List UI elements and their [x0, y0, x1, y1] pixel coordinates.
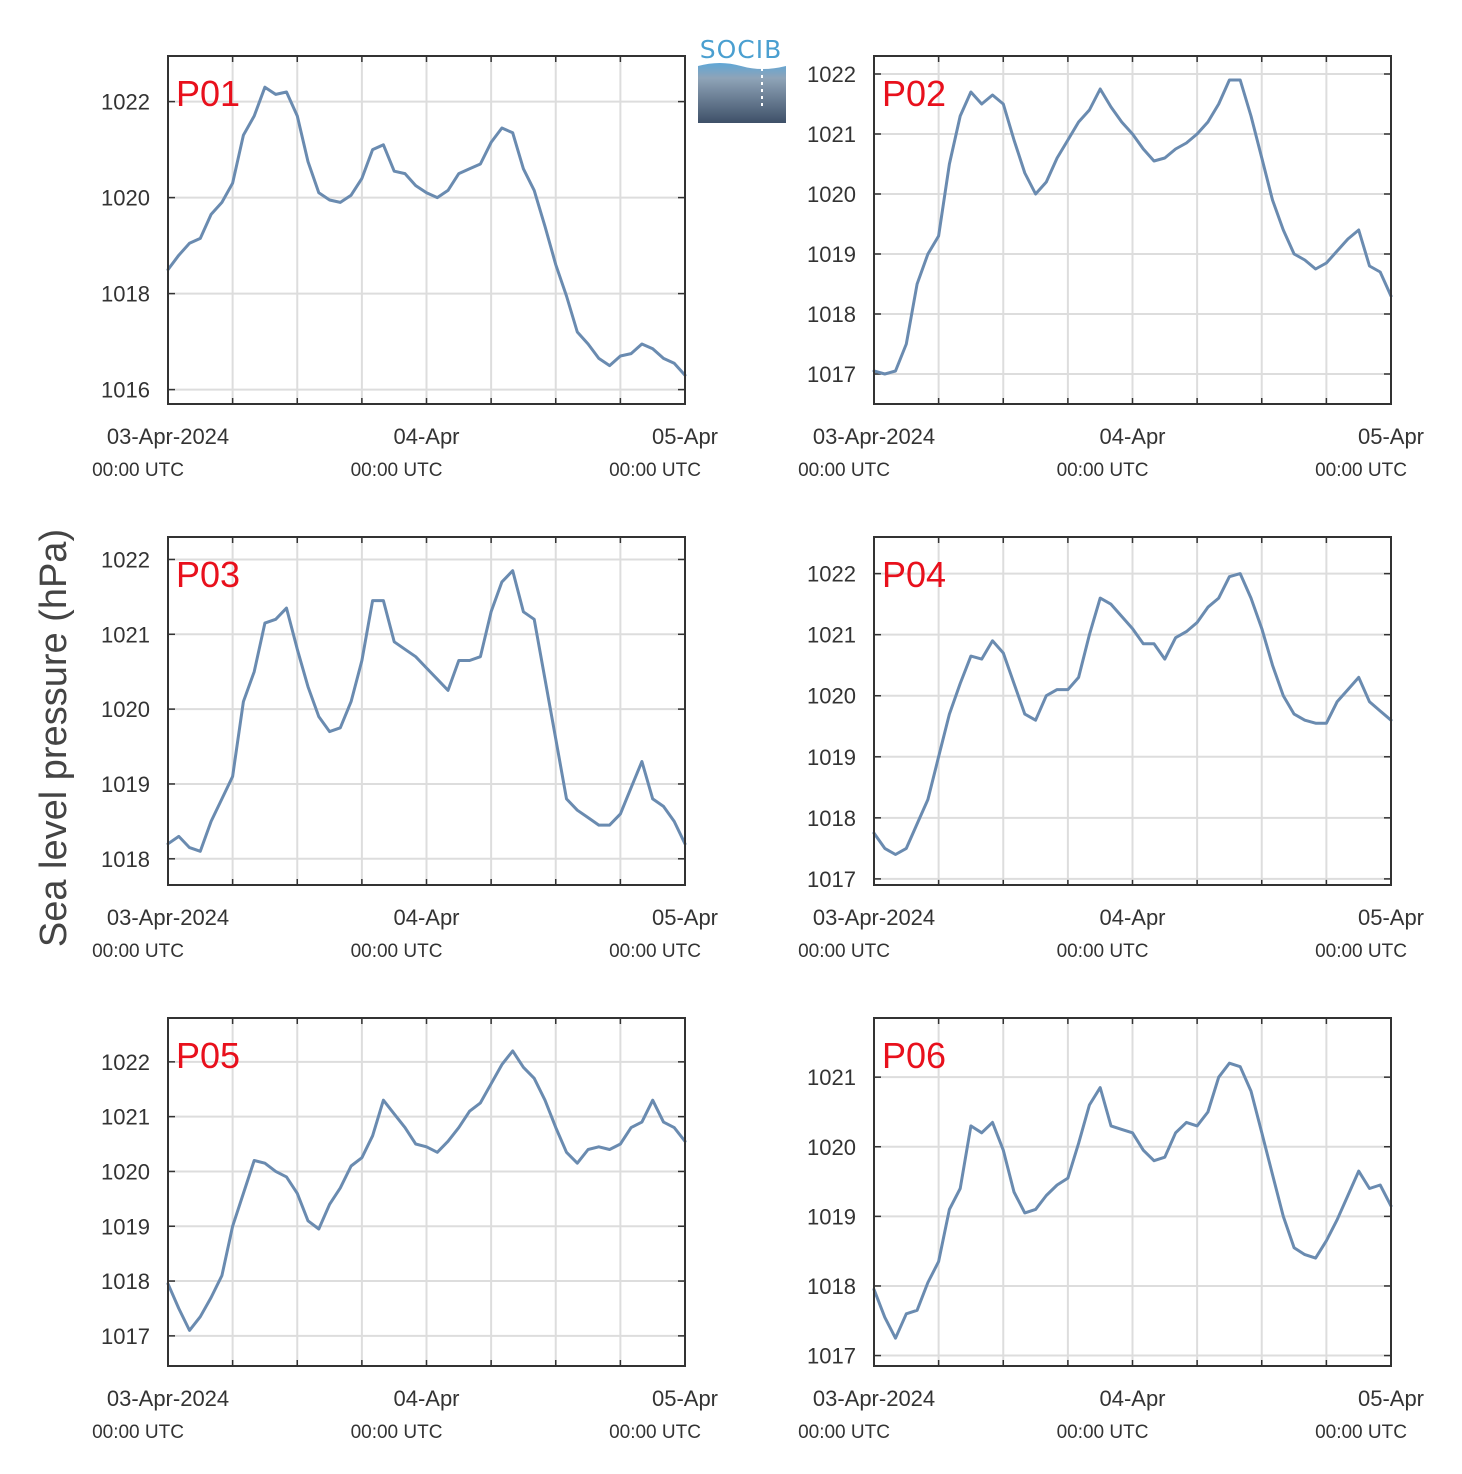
chart-panel-6: 1017 1018 1019 1020 1021 P06 03-Apr-2024 00:00 …	[798, 1017, 1424, 1443]
y-tick-label: 1022	[807, 562, 856, 587]
y-tick-label: 1016	[101, 378, 150, 403]
x-tick-label: 03-Apr-2024	[813, 424, 935, 449]
chart-panel-1: 1016 1018 1020 1022 P01 03-Apr-2024 00:00 UTC 0…	[92, 55, 718, 481]
plot-frame	[167, 1017, 686, 1367]
x-tick-label: 04-Apr	[1099, 905, 1165, 930]
y-tick-label: 1018	[807, 806, 856, 831]
x-tick-label: 05-Apr	[1358, 424, 1424, 449]
pressure-series-line	[872, 572, 1393, 856]
y-tick-label: 1021	[807, 122, 856, 147]
y-tick-label: 1020	[807, 182, 856, 207]
y-tick-label: 1019	[807, 745, 856, 770]
y-tick-label: 1018	[101, 847, 150, 872]
x-tick-label: 04-Apr	[393, 424, 459, 449]
x-tick-sublabel: 00:00 UTC	[1315, 1422, 1407, 1443]
x-tick-label: 03-Apr-2024	[813, 1386, 935, 1411]
x-tick-label: 05-Apr	[652, 905, 718, 930]
logo-wave-icon	[698, 63, 786, 123]
chart-panel-3: 1018 1019 1020 1021 1022 P03 03-Apr-2024 00:00 …	[92, 536, 718, 962]
y-tick-label: 1022	[101, 1050, 150, 1075]
x-tick-sublabel: 00:00 UTC	[609, 941, 701, 962]
x-tick-sublabel: 00:00 UTC	[1057, 460, 1149, 481]
panel-title: P01	[176, 73, 240, 114]
x-tick-label: 05-Apr	[1358, 905, 1424, 930]
y-tick-label: 1020	[101, 1159, 150, 1184]
y-tick-label: 1020	[807, 1135, 856, 1160]
y-tick-label: 1022	[807, 62, 856, 87]
y-tick-label: 1022	[101, 547, 150, 572]
y-tick-label: 1017	[807, 867, 856, 892]
panel-title: P04	[882, 554, 946, 595]
x-tick-sublabel: 00:00 UTC	[351, 460, 443, 481]
x-tick-sublabel: 00:00 UTC	[1057, 1422, 1149, 1443]
y-tick-label: 1018	[101, 1269, 150, 1294]
plot-frame	[873, 536, 1392, 886]
pressure-series-line	[872, 78, 1393, 376]
panel-title: P05	[176, 1035, 240, 1076]
y-tick-label: 1020	[807, 684, 856, 709]
plot-frame	[167, 536, 686, 886]
x-tick-label: 05-Apr	[652, 424, 718, 449]
panel-title: P03	[176, 554, 240, 595]
y-tick-label: 1021	[101, 622, 150, 647]
y-tick-label: 1018	[807, 1274, 856, 1299]
x-tick-label: 05-Apr	[652, 1386, 718, 1411]
x-tick-sublabel: 00:00 UTC	[92, 941, 184, 962]
y-tick-label: 1019	[101, 772, 150, 797]
socib-logo: SOCIB	[698, 35, 786, 123]
pressure-series-line	[872, 1061, 1393, 1340]
x-tick-sublabel: 00:00 UTC	[609, 1422, 701, 1443]
x-tick-sublabel: 00:00 UTC	[609, 460, 701, 481]
y-tick-label: 1017	[101, 1324, 150, 1349]
x-tick-label: 03-Apr-2024	[107, 905, 229, 930]
chart-panel-5: 1017 1018 1019 1020 1021 1022 P05 03-Apr-2024 00…	[92, 1017, 718, 1443]
chart-panel-4: 1017 1018 1019 1020 1021 1022 P04 03-Apr-2024 00…	[798, 536, 1424, 962]
plot-frame	[873, 1017, 1392, 1367]
x-tick-sublabel: 00:00 UTC	[798, 460, 890, 481]
x-tick-sublabel: 00:00 UTC	[351, 941, 443, 962]
x-tick-sublabel: 00:00 UTC	[798, 1422, 890, 1443]
panels: 1016 1018 1020 1022 P01 03-Apr-2024 00:00 UTC 0…	[92, 55, 1424, 1443]
x-tick-sublabel: 00:00 UTC	[92, 1422, 184, 1443]
pressure-series-line	[166, 1049, 687, 1332]
panel-title: P06	[882, 1035, 946, 1076]
x-tick-label: 04-Apr	[393, 905, 459, 930]
y-axis-label: Sea level pressure (hPa)	[33, 529, 75, 947]
x-tick-label: 04-Apr	[393, 1386, 459, 1411]
x-tick-label: 03-Apr-2024	[107, 424, 229, 449]
x-tick-sublabel: 00:00 UTC	[1315, 941, 1407, 962]
x-tick-sublabel: 00:00 UTC	[798, 941, 890, 962]
panel-title: P02	[882, 73, 946, 114]
pressure-series-line	[166, 85, 687, 377]
x-tick-label: 04-Apr	[1099, 1386, 1165, 1411]
x-tick-label: 03-Apr-2024	[107, 1386, 229, 1411]
x-tick-label: 05-Apr	[1358, 1386, 1424, 1411]
y-tick-label: 1018	[101, 282, 150, 307]
pressure-series-line	[166, 569, 687, 853]
y-tick-label: 1021	[101, 1105, 150, 1130]
y-tick-label: 1022	[101, 90, 150, 115]
y-tick-label: 1021	[807, 623, 856, 648]
plot-frame	[873, 55, 1392, 405]
y-tick-label: 1017	[807, 1344, 856, 1369]
y-tick-label: 1018	[807, 302, 856, 327]
y-tick-label: 1017	[807, 362, 856, 387]
y-tick-label: 1019	[807, 1204, 856, 1229]
logo-text: SOCIB	[700, 35, 783, 64]
x-tick-sublabel: 00:00 UTC	[351, 1422, 443, 1443]
y-tick-label: 1020	[101, 697, 150, 722]
y-tick-label: 1019	[807, 242, 856, 267]
plot-frame	[167, 55, 686, 405]
chart-panel-2: 1017 1018 1019 1020 1021 1022 P02 03-Apr-2024 00…	[798, 55, 1424, 481]
x-tick-sublabel: 00:00 UTC	[1315, 460, 1407, 481]
y-tick-label: 1019	[101, 1214, 150, 1239]
y-tick-label: 1020	[101, 186, 150, 211]
x-tick-label: 04-Apr	[1099, 424, 1165, 449]
y-tick-label: 1021	[807, 1065, 856, 1090]
x-tick-sublabel: 00:00 UTC	[92, 460, 184, 481]
x-tick-sublabel: 00:00 UTC	[1057, 941, 1149, 962]
x-tick-label: 03-Apr-2024	[813, 905, 935, 930]
